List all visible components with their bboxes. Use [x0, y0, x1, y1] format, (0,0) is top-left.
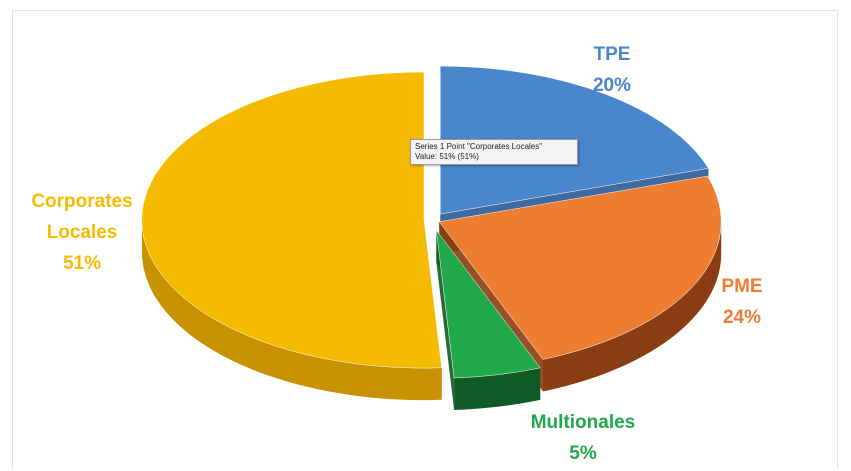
- pie-side-multionales: [454, 367, 541, 410]
- chart-border: [12, 10, 838, 468]
- data-label-line: Corporates: [31, 191, 132, 212]
- data-label-multionales: Multionales 5%: [531, 412, 636, 464]
- data-label-line: TPE: [594, 44, 631, 65]
- pie-slice-corporates-locales[interactable]: [141, 71, 442, 369]
- data-label-line: Multionales: [531, 412, 636, 433]
- data-label-line: 20%: [593, 75, 631, 96]
- data-label-pme: PME 24%: [721, 276, 762, 328]
- tooltip-series-line: Series 1 Point "Corporates Locales": [415, 142, 543, 151]
- data-label-line: 5%: [569, 443, 597, 464]
- pie-slice-multionales[interactable]: [436, 229, 541, 379]
- pie-side-corporates-locales: [142, 220, 442, 401]
- data-label-corporates-locales: Corporates Locales 51%: [31, 191, 132, 274]
- data-label-line: PME: [721, 276, 762, 297]
- data-label-line: 51%: [63, 253, 101, 274]
- data-label-tpe: TPE 20%: [593, 44, 631, 96]
- data-label-line: 24%: [723, 307, 761, 328]
- tooltip-value-line: Value: 51% (51%): [415, 152, 479, 161]
- pie-slice-pme[interactable]: [438, 175, 722, 360]
- pie-cut-multionales-1: [436, 230, 455, 410]
- pie-side-pme: [543, 221, 722, 392]
- data-point-tooltip: Series 1 Point "Corporates Locales" Valu…: [410, 139, 578, 165]
- data-label-line: Locales: [47, 222, 118, 243]
